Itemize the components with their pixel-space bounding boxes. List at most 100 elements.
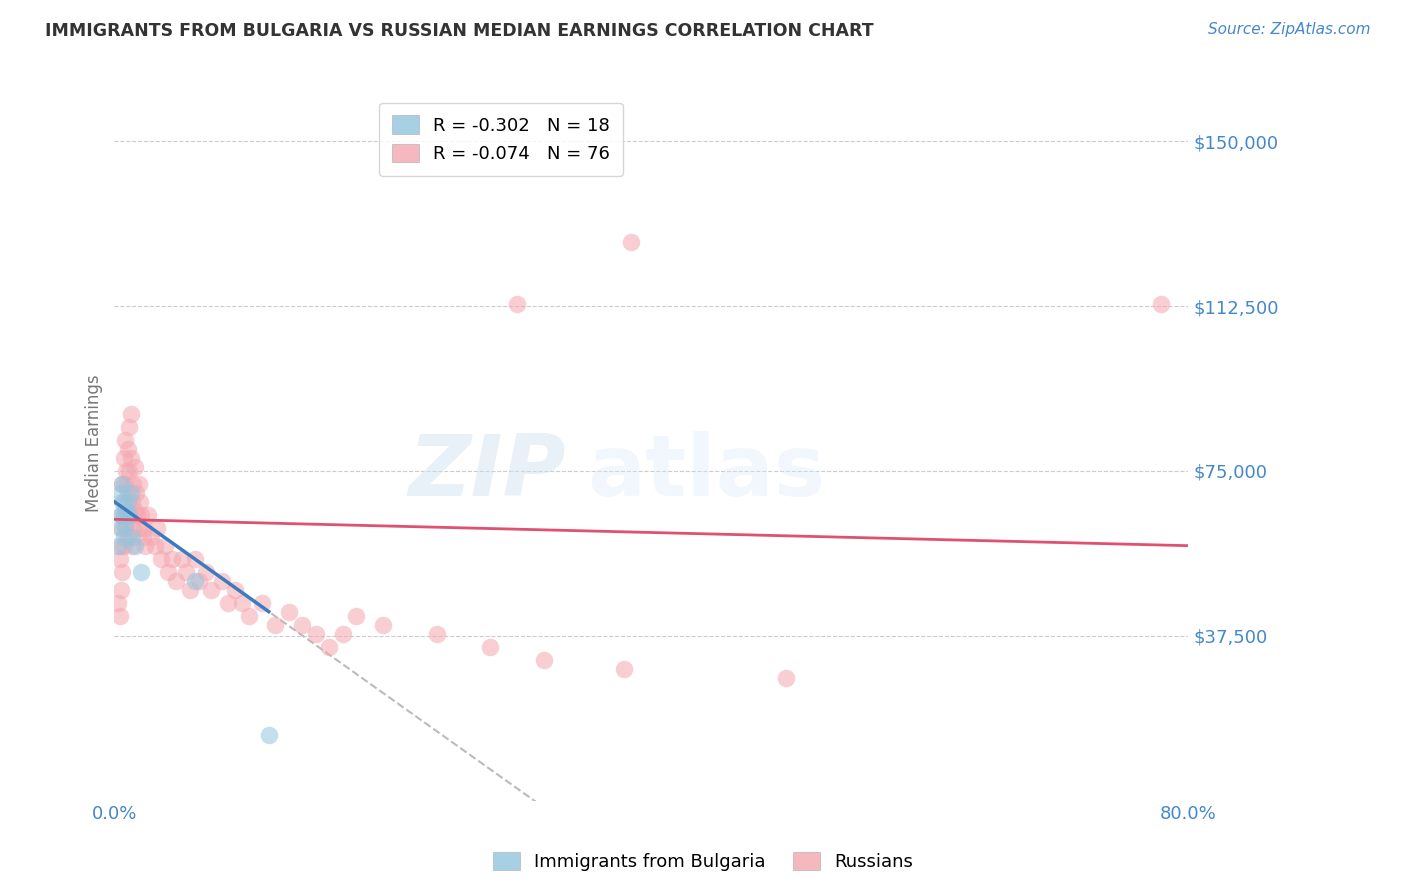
Point — [125, 486, 148, 500]
Point — [318, 640, 340, 654]
Point — [114, 521, 136, 535]
Point — [479, 640, 502, 654]
Point — [115, 464, 138, 478]
Y-axis label: Median Earnings: Median Earnings — [86, 375, 103, 512]
Point — [121, 530, 143, 544]
Point — [117, 486, 139, 500]
Point — [344, 609, 367, 624]
Point — [150, 552, 173, 566]
Point — [188, 574, 211, 588]
Point — [184, 552, 207, 566]
Point — [184, 574, 207, 588]
Point — [120, 486, 142, 500]
Point — [371, 617, 394, 632]
Point — [118, 508, 141, 522]
Point — [250, 596, 273, 610]
Text: Source: ZipAtlas.com: Source: ZipAtlas.com — [1208, 22, 1371, 37]
Point — [533, 653, 555, 667]
Point — [211, 574, 233, 588]
Point — [127, 508, 149, 522]
Point — [231, 596, 253, 610]
Point — [129, 565, 152, 579]
Point — [218, 596, 240, 610]
Point — [111, 477, 134, 491]
Point — [224, 582, 246, 597]
Point — [238, 609, 260, 624]
Text: IMMIGRANTS FROM BULGARIA VS RUSSIAN MEDIAN EARNINGS CORRELATION CHART: IMMIGRANTS FROM BULGARIA VS RUSSIAN MEDI… — [45, 22, 873, 40]
Point — [1150, 297, 1173, 311]
Point — [131, 530, 153, 544]
Point — [143, 539, 166, 553]
Point — [155, 539, 177, 553]
Point — [111, 521, 134, 535]
Point — [114, 516, 136, 531]
Point — [120, 407, 142, 421]
Point — [129, 494, 152, 508]
Point — [111, 494, 134, 508]
Point — [165, 574, 187, 588]
Point — [200, 582, 222, 597]
Point — [111, 565, 134, 579]
Point — [136, 508, 159, 522]
Point — [112, 508, 135, 522]
Point — [121, 539, 143, 553]
Point — [118, 420, 141, 434]
Point — [139, 530, 162, 544]
Point — [157, 565, 180, 579]
Point — [128, 477, 150, 491]
Point — [775, 671, 797, 685]
Point — [117, 494, 139, 508]
Point — [110, 582, 132, 597]
Legend: Immigrants from Bulgaria, Russians: Immigrants from Bulgaria, Russians — [485, 845, 921, 879]
Point — [120, 450, 142, 465]
Point — [425, 626, 447, 640]
Point — [107, 539, 129, 553]
Point — [160, 552, 183, 566]
Point — [132, 521, 155, 535]
Point — [613, 662, 636, 676]
Point — [108, 521, 131, 535]
Point — [118, 464, 141, 478]
Point — [146, 521, 169, 535]
Point — [114, 433, 136, 447]
Point — [114, 477, 136, 491]
Point — [170, 552, 193, 566]
Point — [291, 617, 314, 632]
Point — [179, 582, 201, 597]
Point — [305, 626, 328, 640]
Point — [112, 494, 135, 508]
Point — [124, 503, 146, 517]
Point — [129, 508, 152, 522]
Point — [115, 508, 138, 522]
Point — [124, 539, 146, 553]
Point — [134, 539, 156, 553]
Point — [111, 477, 134, 491]
Point — [118, 508, 141, 522]
Point — [110, 508, 132, 522]
Point — [110, 508, 132, 522]
Point — [107, 596, 129, 610]
Point — [257, 728, 280, 742]
Text: ZIP: ZIP — [408, 431, 565, 514]
Point — [121, 494, 143, 508]
Point — [128, 521, 150, 535]
Point — [122, 477, 145, 491]
Point — [110, 539, 132, 553]
Legend: R = -0.302   N = 18, R = -0.074   N = 76: R = -0.302 N = 18, R = -0.074 N = 76 — [380, 103, 623, 176]
Point — [194, 565, 217, 579]
Point — [506, 297, 529, 311]
Point — [174, 565, 197, 579]
Point — [110, 486, 132, 500]
Point — [112, 539, 135, 553]
Point — [108, 609, 131, 624]
Point — [264, 617, 287, 632]
Point — [115, 503, 138, 517]
Point — [112, 530, 135, 544]
Point — [117, 530, 139, 544]
Text: atlas: atlas — [586, 431, 825, 514]
Point — [620, 235, 643, 250]
Point — [277, 605, 299, 619]
Point — [332, 626, 354, 640]
Point — [122, 521, 145, 535]
Point — [108, 552, 131, 566]
